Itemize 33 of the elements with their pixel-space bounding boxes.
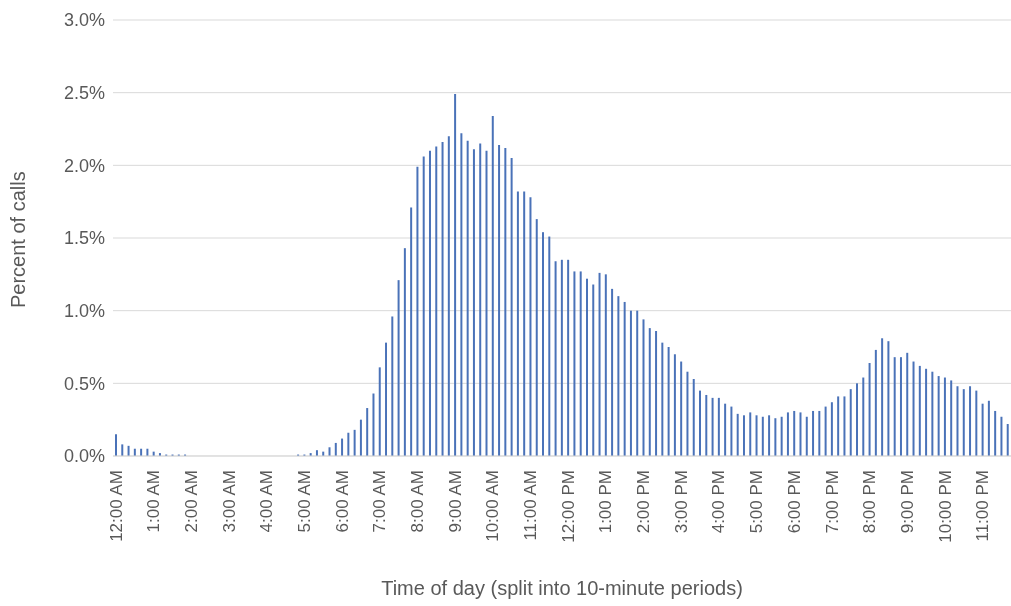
x-tick-label: 12:00 PM (558, 470, 578, 543)
x-tick-label: 8:00 PM (860, 470, 880, 534)
x-tick-label: 6:00 AM (332, 470, 352, 533)
x-tick-label: 10:00 AM (483, 470, 503, 542)
x-tick-label: 8:00 AM (408, 470, 428, 533)
x-tick-label: 5:00 AM (295, 470, 315, 533)
y-tick-label: 0.5% (63, 373, 105, 394)
x-tick-label: 10:00 PM (935, 470, 955, 543)
x-tick-label: 7:00 PM (822, 470, 842, 534)
x-tick-label: 12:00 AM (106, 470, 126, 542)
x-axis-title: Time of day (split into 10-minute periods) (381, 577, 743, 600)
x-tick-label: 7:00 AM (370, 470, 390, 533)
x-tick-label: 4:00 AM (257, 470, 277, 533)
y-tick-label: 2.5% (63, 83, 105, 104)
x-tick-label: 11:00 AM (521, 470, 541, 541)
x-tick-label: 2:00 AM (182, 470, 201, 533)
x-tick-label: 3:00 PM (671, 470, 691, 534)
x-tick-label: 1:00 PM (596, 470, 616, 534)
x-tick-label: 5:00 PM (747, 470, 767, 534)
x-tick-label: 3:00 AM (219, 470, 239, 533)
y-tick-label: 1.0% (63, 301, 105, 322)
x-tick-label: 6:00 PM (784, 470, 804, 534)
y-axis-title: Percent of calls (7, 171, 30, 308)
x-tick-label: 2:00 PM (634, 470, 654, 534)
y-tick-label: 0.0% (63, 446, 105, 467)
y-tick-label: 1.5% (63, 228, 105, 249)
x-tick-label: 11:00 PM (973, 470, 993, 542)
x-tick-label: 4:00 PM (709, 470, 729, 534)
x-tick-label: 9:00 AM (445, 470, 465, 533)
y-tick-label: 3.0% (63, 10, 105, 31)
x-tick-label: 9:00 PM (897, 470, 917, 534)
y-tick-label: 2.0% (63, 155, 105, 176)
x-tick-label: 1:00 AM (144, 470, 164, 533)
